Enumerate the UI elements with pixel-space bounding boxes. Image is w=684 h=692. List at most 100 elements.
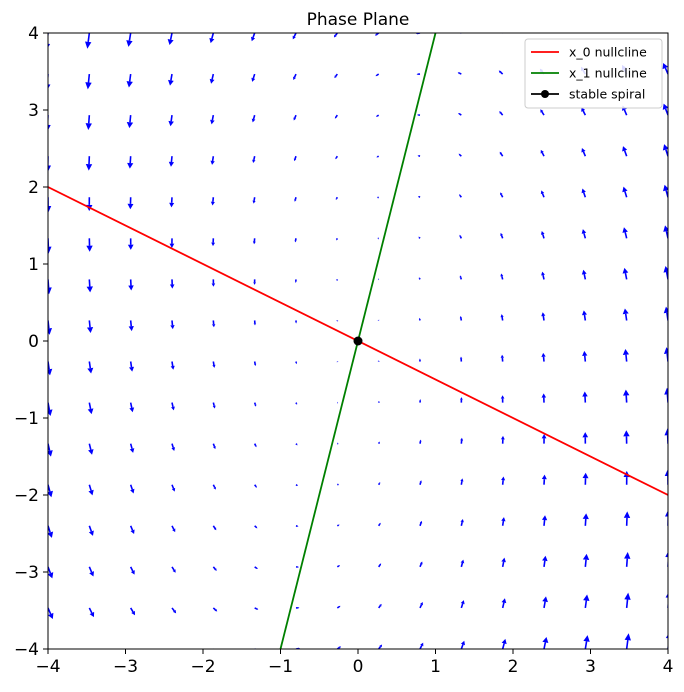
legend-label: x_1 nullcline [569, 66, 647, 81]
vector-arrow [210, 115, 215, 124]
vector-arrow [623, 308, 629, 320]
vector-arrow [461, 560, 465, 567]
vector-arrow [623, 349, 629, 361]
vector-arrow [86, 115, 92, 130]
vector-arrow [131, 526, 135, 534]
vector-arrow [625, 633, 631, 649]
vector-arrow [170, 320, 174, 329]
vector-arrow [542, 475, 547, 485]
vector-arrow [500, 274, 503, 280]
vector-arrow [46, 403, 52, 416]
vector-arrow [420, 521, 422, 526]
vector-arrow [623, 390, 629, 403]
vector-arrow [255, 526, 258, 529]
vector-arrow [502, 639, 507, 649]
vector-arrow [213, 485, 216, 490]
vector-arrow [335, 115, 337, 119]
vector-arrow [128, 279, 133, 290]
vector-arrow [420, 480, 422, 484]
vector-arrow [293, 115, 296, 120]
vector-arrow [45, 279, 51, 294]
vector-arrow [419, 318, 420, 321]
vector-arrow [251, 33, 255, 41]
vector-arrow [583, 635, 589, 649]
vector-arrow [255, 608, 259, 610]
vector-arrow [461, 600, 465, 608]
vector-arrow [500, 152, 503, 156]
vector-arrow [379, 482, 381, 485]
vector-arrow [583, 473, 589, 485]
vector-arrow [420, 602, 423, 608]
vector-arrow [460, 397, 463, 402]
vector-arrow [296, 526, 298, 527]
vector-arrow [582, 432, 588, 444]
vector-arrow [48, 608, 53, 619]
vector-arrow [168, 33, 174, 45]
vector-arrow [212, 362, 215, 368]
vector-arrow [623, 268, 629, 280]
vector-arrow [666, 591, 672, 608]
vector-arrow [417, 114, 420, 115]
vector-arrow [254, 320, 256, 325]
vector-arrow [582, 351, 587, 362]
x-tick-label: 3 [585, 657, 596, 677]
vector-arrow [376, 156, 378, 157]
vector-arrow [171, 403, 175, 411]
vector-arrow [337, 443, 338, 444]
vector-arrow [499, 111, 502, 115]
vector-arrow [460, 519, 463, 526]
vector-arrow [85, 74, 91, 89]
vector-arrow [541, 312, 545, 320]
y-tick-label: 3 [28, 101, 39, 121]
vector-arrow [172, 608, 176, 613]
vector-arrow [418, 196, 420, 197]
vector-arrow [293, 74, 296, 80]
legend-marker [541, 90, 549, 98]
vector-arrow [46, 362, 52, 376]
x-tick-label: 1 [430, 657, 441, 677]
vector-arrow [581, 107, 585, 115]
vector-arrow [254, 362, 256, 366]
y-tick-label: −1 [14, 409, 39, 429]
vector-arrow [379, 442, 380, 444]
vector-arrow [501, 314, 504, 320]
vector-arrow [540, 109, 544, 115]
vector-arrow [458, 72, 462, 74]
vector-arrow [666, 631, 672, 649]
vector-arrow [664, 388, 670, 403]
vector-arrow [210, 74, 215, 84]
vector-arrow [624, 552, 630, 567]
vector-arrow [663, 63, 668, 74]
vector-arrow [169, 197, 174, 207]
vector-arrow [460, 478, 463, 484]
vector-arrow [334, 74, 337, 78]
vector-arrow [501, 395, 505, 402]
vector-arrow [379, 523, 381, 526]
vector-arrow [375, 74, 378, 76]
vector-arrow [88, 444, 93, 455]
vector-arrow [129, 362, 134, 372]
vector-arrow [85, 33, 91, 49]
vector-arrow [172, 567, 176, 573]
vector-arrow [172, 485, 175, 492]
vector-arrow [377, 197, 379, 198]
vector-arrow [622, 146, 627, 156]
vector-arrow [542, 434, 547, 444]
vector-arrow [296, 444, 298, 446]
y-tick-label: 0 [28, 332, 39, 352]
vector-arrow [86, 238, 92, 251]
vector-arrow [172, 526, 175, 532]
vector-arrow [376, 115, 379, 117]
vector-arrow [252, 156, 255, 163]
vector-arrow [378, 360, 379, 361]
vector-arrow [213, 567, 216, 571]
y-tick-label: 2 [28, 178, 39, 198]
vector-arrow [420, 643, 423, 649]
vector-arrow [87, 279, 93, 292]
vector-arrow [89, 526, 94, 536]
vector-arrow [624, 511, 630, 525]
vector-arrow [379, 563, 381, 567]
vector-arrow [129, 403, 134, 413]
